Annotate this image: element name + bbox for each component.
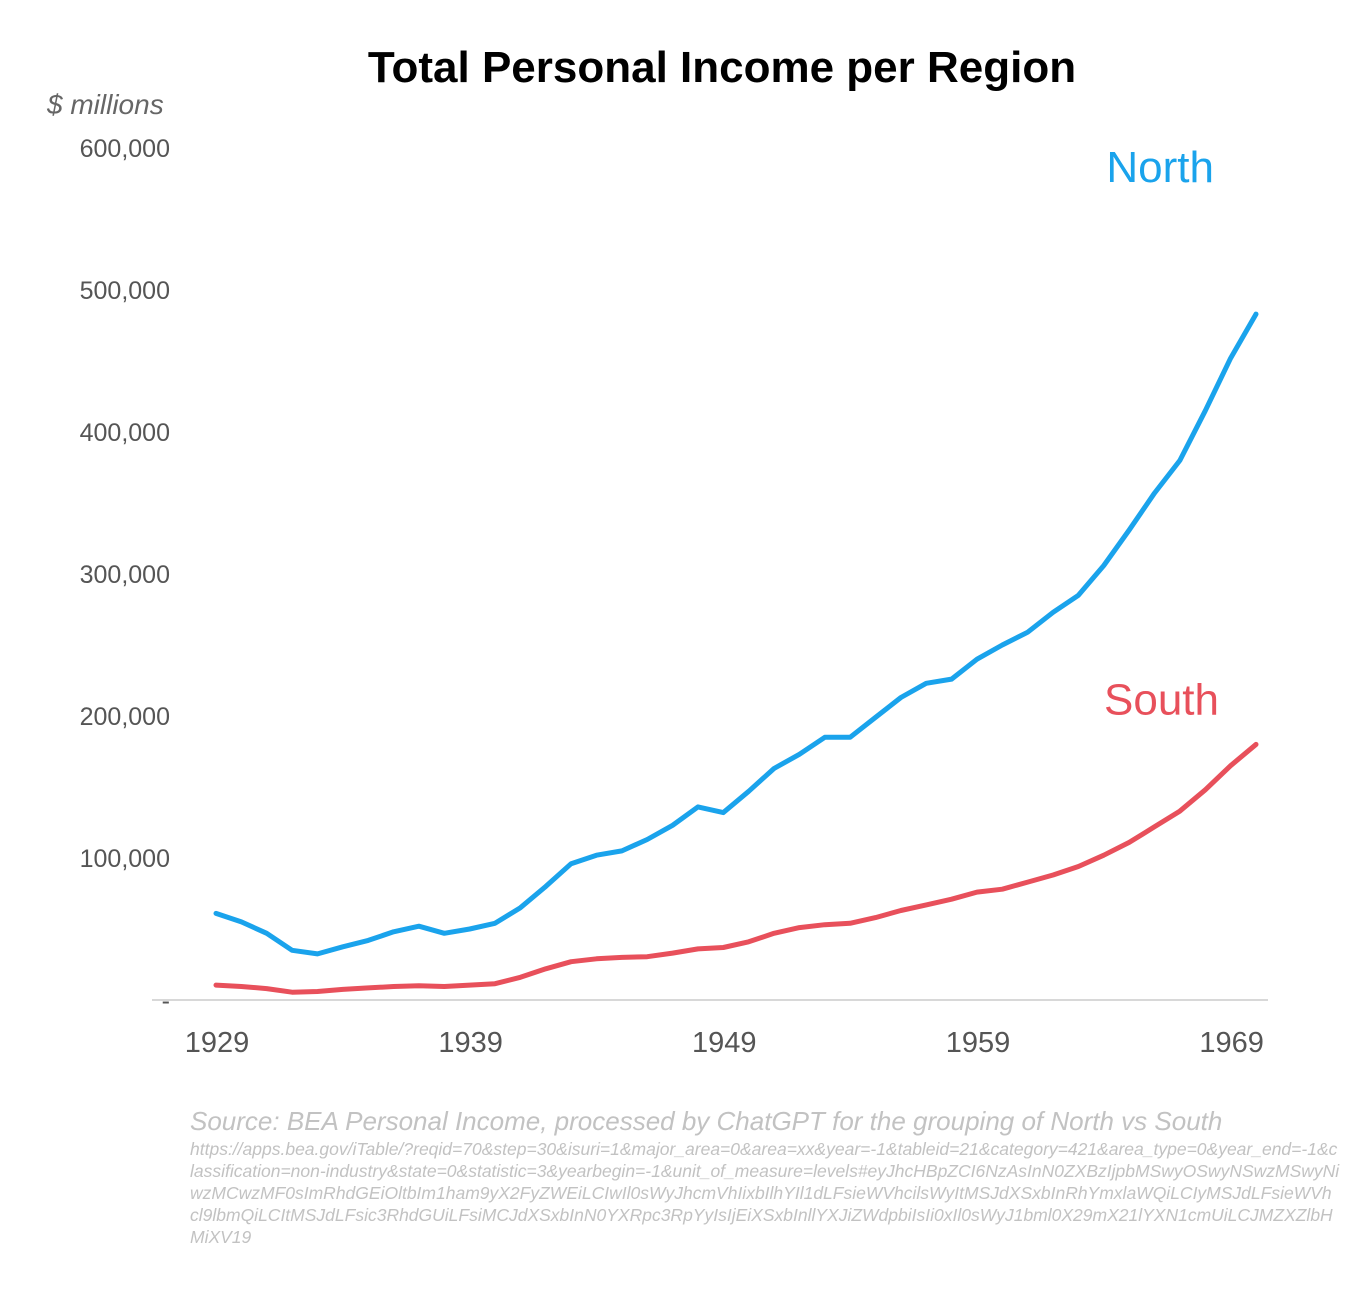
y-tick-label: 200,000 bbox=[80, 703, 170, 731]
source-note: Source: BEA Personal Income, processed b… bbox=[190, 1104, 1340, 1248]
x-tick-label: 1939 bbox=[438, 1027, 503, 1059]
y-tick-label: 400,000 bbox=[80, 419, 170, 447]
x-tick-label: 1929 bbox=[185, 1027, 250, 1059]
y-axis-ticks: - 100,000 200,000 300,000 400,000 500,000 600,… bbox=[80, 135, 170, 1015]
series-line-south bbox=[213, 741, 1259, 995]
series-line-north bbox=[213, 311, 1259, 957]
x-tick-label: 1949 bbox=[692, 1027, 757, 1059]
source-url: https://apps.bea.gov/iTable/?reqid=70&st… bbox=[190, 1139, 1340, 1247]
y-tick-label: 100,000 bbox=[80, 845, 170, 873]
y-tick-label: - bbox=[162, 987, 170, 1015]
series-label-south: South bbox=[1104, 675, 1219, 724]
y-axis-unit-label: $ millions bbox=[46, 89, 164, 120]
x-tick-label: 1959 bbox=[946, 1027, 1011, 1059]
series-label-north: North bbox=[1106, 143, 1214, 192]
y-tick-label: 600,000 bbox=[80, 135, 170, 163]
chart-title: Total Personal Income per Region bbox=[368, 43, 1076, 92]
y-tick-label: 300,000 bbox=[80, 561, 170, 589]
x-tick-label: 1969 bbox=[1199, 1027, 1264, 1059]
chart: Total Personal Income per Region $ milli… bbox=[46, 43, 1268, 1059]
x-axis-ticks: 1929 1939 1949 1959 1969 bbox=[185, 1027, 1264, 1059]
series-labels: North South bbox=[1104, 143, 1219, 724]
series-lines bbox=[213, 311, 1259, 995]
source-text: Source: BEA Personal Income, processed b… bbox=[190, 1106, 1223, 1136]
y-tick-label: 500,000 bbox=[80, 277, 170, 305]
